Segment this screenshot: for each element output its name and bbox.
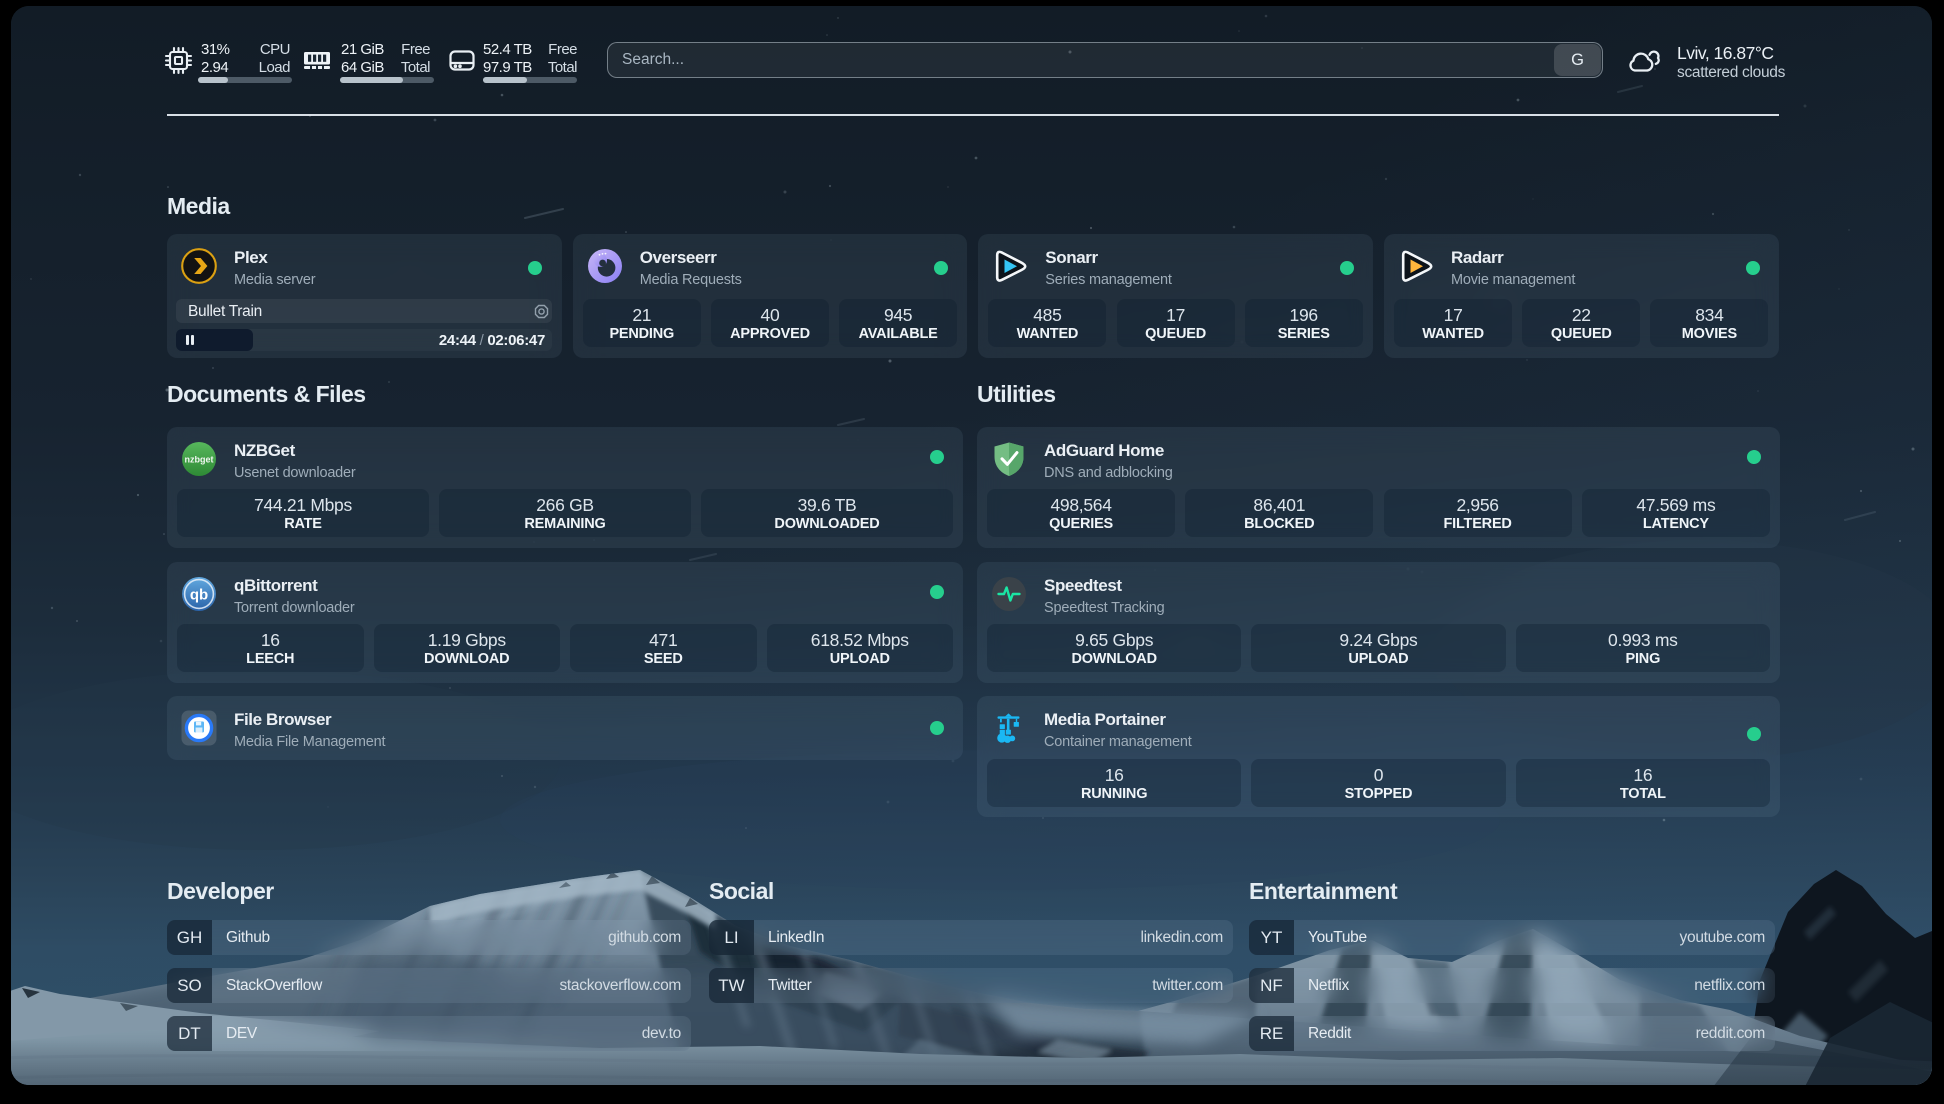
svg-text:qb: qb: [190, 587, 208, 604]
svg-text:nzbget: nzbget: [185, 455, 214, 465]
